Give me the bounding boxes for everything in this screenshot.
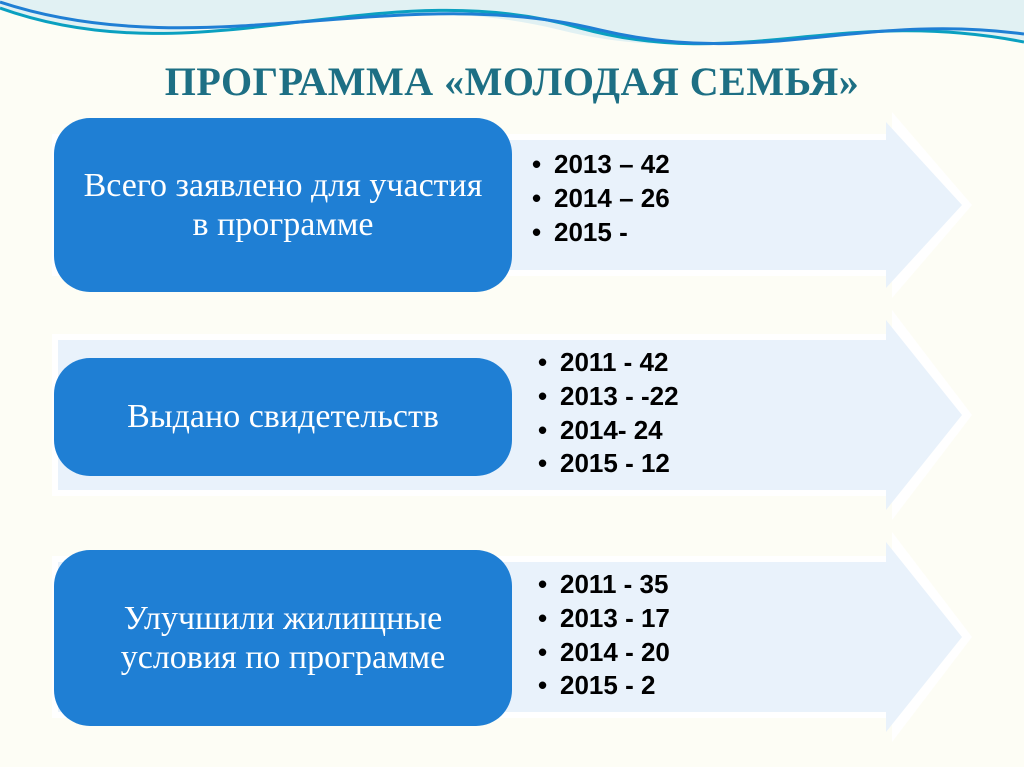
data-improved: 2011 - 35 2013 - 17 2014 - 20 2015 - 2 [538, 568, 670, 703]
data-applied: 2013 – 42 2014 – 26 2015 - [532, 148, 670, 249]
list-item: 2013 – 42 [532, 148, 670, 182]
row-applied: Всего заявлено для участия в программе 2… [52, 112, 972, 298]
rows-container: Всего заявлено для участия в программе 2… [52, 112, 972, 754]
list-item: 2015 - [532, 216, 670, 250]
list-item: 2014- 24 [538, 414, 679, 448]
data-certificates: 2011 - 42 2013 - -22 2014- 24 2015 - 12 [538, 346, 679, 481]
pill-applied-label: Всего заявлено для участия в программе [82, 166, 484, 244]
pill-improved: Улучшили жилищные условия по программе [54, 550, 512, 726]
list-item: 2015 - 2 [538, 669, 670, 703]
list-item: 2013 - -22 [538, 380, 679, 414]
slide-title: ПРОГРАММА «МОЛОДАЯ СЕМЬЯ» [0, 58, 1024, 105]
pill-improved-label: Улучшили жилищные условия по программе [82, 599, 484, 677]
list-item: 2014 – 26 [532, 182, 670, 216]
pill-certificates: Выдано свидетельств [54, 358, 512, 476]
list-item: 2015 - 12 [538, 447, 679, 481]
pill-applied: Всего заявлено для участия в программе [54, 118, 512, 292]
list-item: 2013 - 17 [538, 602, 670, 636]
list-item: 2011 - 35 [538, 568, 670, 602]
list-item: 2011 - 42 [538, 346, 679, 380]
list-item: 2014 - 20 [538, 636, 670, 670]
row-certificates: Выдано свидетельств 2011 - 42 2013 - -22… [52, 310, 972, 520]
row-improved: Улучшили жилищные условия по программе 2… [52, 532, 972, 742]
pill-certificates-label: Выдано свидетельств [127, 397, 439, 436]
